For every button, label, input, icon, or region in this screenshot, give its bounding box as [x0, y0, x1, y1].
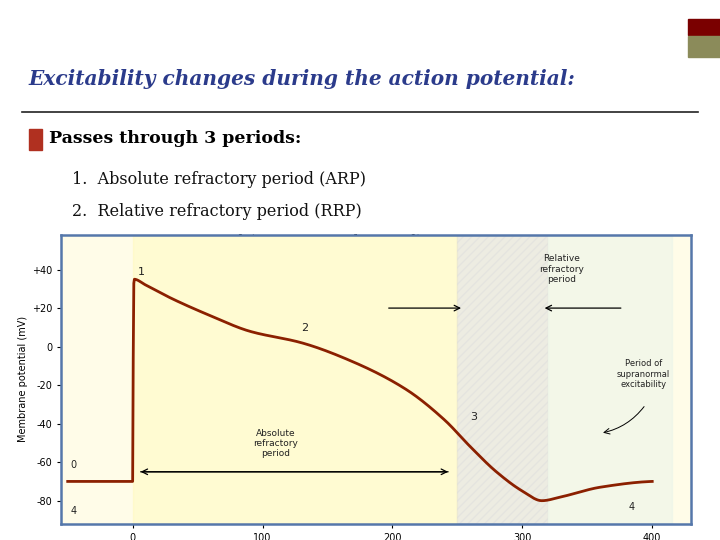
Text: 2.  Relative refractory period (RRP): 2. Relative refractory period (RRP) [72, 203, 361, 220]
Text: Passes through 3 periods:: Passes through 3 periods: [49, 130, 302, 147]
Bar [688, 19, 720, 35]
Text: 3: 3 [470, 412, 477, 422]
Text: 1.  Absolute refractory period (ARP): 1. Absolute refractory period (ARP) [72, 171, 366, 188]
Text: 1: 1 [138, 267, 145, 278]
Text: Absolute
refractory
period: Absolute refractory period [253, 429, 298, 458]
Text: Relative
refractory
period: Relative refractory period [539, 254, 584, 284]
Text: Excitability changes during the action potential:: Excitability changes during the action p… [29, 69, 575, 89]
Text: 3.  Dangerous period (supranormal period): 3. Dangerous period (supranormal period) [72, 234, 423, 251]
Text: 4: 4 [71, 506, 76, 516]
Text: 2: 2 [302, 323, 309, 333]
Bar [688, 36, 720, 57]
Text: 0: 0 [71, 460, 76, 470]
Text: 4: 4 [629, 502, 635, 512]
Bar [132, 235, 457, 524]
Bar [549, 235, 672, 524]
Bar [29, 129, 42, 150]
Text: Period of
supranormal
excitability: Period of supranormal excitability [616, 359, 670, 389]
Bar [457, 235, 549, 524]
Y-axis label: Membrane potential (mV): Membrane potential (mV) [17, 316, 27, 442]
